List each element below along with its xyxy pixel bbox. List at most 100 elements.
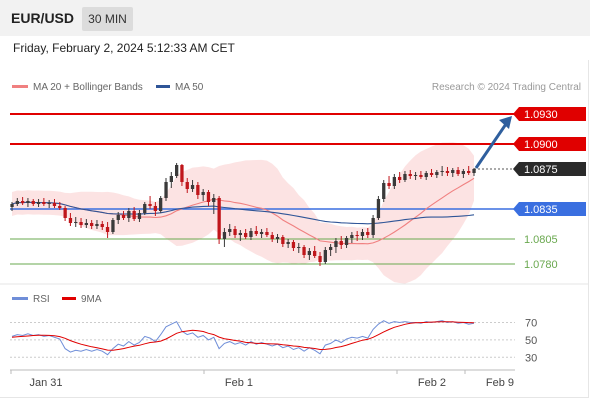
candle-body	[233, 229, 237, 235]
candle-body	[105, 227, 110, 232]
candle-body	[254, 231, 258, 234]
ma20-legend-swatch	[12, 85, 28, 88]
candle-body	[376, 199, 381, 218]
level-label-1.0930: 1.0930	[524, 109, 558, 121]
candle-body	[31, 201, 35, 204]
candle-body	[350, 235, 354, 238]
candle-body	[334, 241, 338, 247]
candle-body	[467, 171, 471, 173]
rsi-tick-label-50: 50	[525, 335, 537, 347]
candle-body	[52, 203, 57, 206]
price-plot: 1.0930 1.0900 1.0875 1.0835 1.0805 1.0780	[10, 107, 586, 284]
candle-body	[201, 192, 205, 195]
bollinger-band-area	[12, 142, 474, 284]
level-label-1.0900: 1.0900	[524, 139, 558, 151]
candle-body	[456, 170, 460, 174]
candle-body	[74, 222, 78, 223]
candle-body	[366, 232, 370, 235]
candle-body	[265, 232, 269, 235]
rsi-ma-legend-swatch	[62, 297, 76, 300]
candle-body	[58, 206, 62, 208]
candle-body	[15, 201, 19, 204]
level-tag-1.0900	[513, 137, 586, 151]
candle-body	[228, 229, 232, 232]
candle-body	[137, 213, 142, 219]
level-label-1.0875: 1.0875	[524, 164, 558, 176]
candle-body	[291, 242, 296, 248]
rsi-ma-legend-label: 9MA	[81, 294, 102, 305]
candle-body	[451, 170, 455, 173]
candle-body	[355, 235, 359, 236]
candle-body	[84, 223, 88, 225]
candle-body	[148, 204, 152, 206]
candle-body	[302, 247, 306, 255]
candle-body	[329, 247, 333, 250]
interval-button[interactable]: 30 MIN	[82, 7, 133, 31]
candle-body	[222, 232, 227, 239]
candle-body	[47, 203, 51, 204]
candle-body	[63, 208, 67, 218]
candle-body	[164, 182, 168, 198]
candle-body	[185, 182, 189, 189]
candle-body	[68, 218, 73, 223]
candle-body	[307, 251, 311, 255]
candle-body	[190, 185, 195, 189]
credit-label: Research © 2024 Trading Central	[432, 82, 581, 93]
candle-body	[196, 185, 200, 195]
ma50-legend-label: MA 50	[175, 82, 204, 93]
candle-body	[116, 215, 120, 220]
candle-body	[169, 176, 173, 182]
candle-body	[143, 204, 147, 213]
candle-body	[270, 235, 274, 239]
level-tag-1.0930	[513, 107, 586, 121]
rsi-legend-label: RSI	[33, 294, 50, 305]
candle-body	[153, 206, 157, 211]
candle-body	[313, 251, 317, 256]
candle-body	[206, 192, 211, 202]
candle-body	[371, 218, 375, 235]
chart-frame	[0, 60, 589, 398]
rsi-tick-label-30: 30	[525, 352, 537, 364]
candle-body	[100, 224, 104, 227]
level-label-1.0780: 1.0780	[524, 259, 558, 271]
level-tag-1.0835	[513, 202, 586, 216]
candle-body	[238, 233, 242, 235]
forecast-arrow-shaft	[474, 123, 508, 169]
candle-body	[403, 174, 407, 180]
candle-body	[217, 198, 221, 239]
candle-body	[323, 250, 327, 262]
candle-body	[398, 177, 402, 180]
candle-body	[26, 201, 30, 203]
top-bar: EUR/USD 30 MIN	[0, 0, 590, 36]
candle-body	[111, 220, 115, 232]
candle-body	[180, 165, 184, 182]
candle-body	[10, 204, 14, 207]
candle-body	[244, 233, 248, 237]
symbol-label: EUR/USD	[11, 10, 75, 26]
forecast-arrow-head	[499, 116, 512, 129]
time-label-feb-9: Feb 9	[486, 377, 514, 389]
time-axis: Jan 31 Feb 1 Feb 2 Feb 9	[10, 370, 514, 389]
level-label-1.0835: 1.0835	[524, 204, 558, 216]
candle-body	[79, 222, 83, 225]
candle-body	[440, 171, 444, 172]
candle-body	[159, 198, 163, 211]
time-label-jan-31: Jan 31	[29, 377, 62, 389]
candle-body	[339, 241, 343, 245]
candle-body	[121, 215, 126, 218]
candle-body	[127, 211, 131, 218]
candle-body	[212, 198, 216, 202]
candle-body	[429, 173, 434, 175]
candle-body	[275, 237, 280, 239]
candle-body	[445, 171, 450, 173]
candle-body	[387, 183, 391, 186]
candle-body	[259, 232, 264, 234]
candle-body	[281, 237, 285, 244]
candle-body	[382, 183, 386, 199]
ma50-legend-swatch	[156, 85, 170, 88]
candle-body	[392, 177, 396, 186]
candle-body	[95, 224, 99, 226]
candle-body	[249, 231, 253, 237]
rsi-line	[11, 320, 475, 356]
candle-body	[175, 165, 179, 176]
